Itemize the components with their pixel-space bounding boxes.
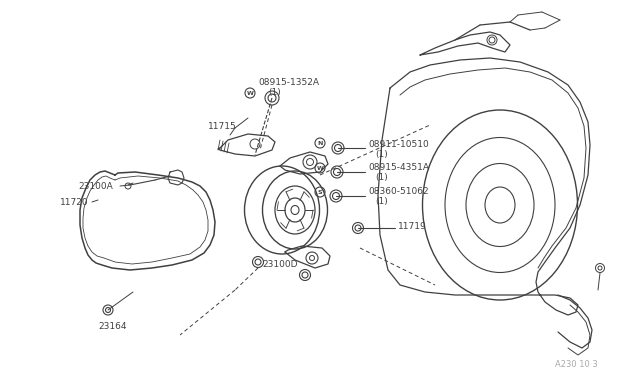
- Text: 08360-51062: 08360-51062: [368, 187, 429, 196]
- Text: (1): (1): [268, 88, 281, 97]
- Text: 23100D: 23100D: [262, 260, 298, 269]
- Text: 23164: 23164: [98, 322, 127, 331]
- Text: N: N: [317, 141, 323, 145]
- Text: 11715: 11715: [208, 122, 237, 131]
- Text: A230 10 3: A230 10 3: [555, 360, 598, 369]
- Text: 08915-4351A: 08915-4351A: [368, 163, 429, 172]
- Text: 11719: 11719: [398, 222, 427, 231]
- Text: (1): (1): [375, 197, 388, 206]
- Text: (1): (1): [375, 150, 388, 159]
- Text: W: W: [317, 166, 323, 170]
- Text: 11720: 11720: [60, 198, 88, 207]
- Text: (1): (1): [375, 173, 388, 182]
- Text: 23100A: 23100A: [78, 182, 113, 191]
- Text: S: S: [317, 189, 323, 195]
- Text: W: W: [246, 90, 253, 96]
- Text: 08911-10510: 08911-10510: [368, 140, 429, 149]
- Text: 08915-1352A: 08915-1352A: [258, 78, 319, 87]
